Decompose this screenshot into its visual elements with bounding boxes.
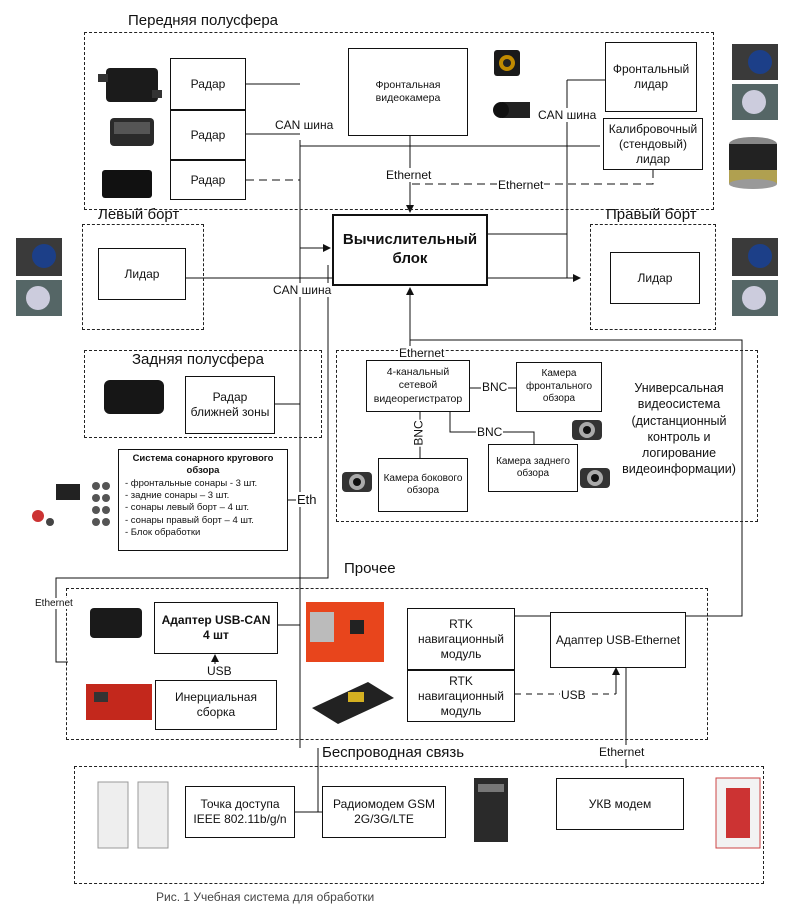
bnc-label: BNC [476,425,504,439]
sonar-item: - Блок обработки [125,527,201,539]
bnc-label: BNC [481,380,509,394]
left-side-frame [82,224,204,330]
video-system-label: Универсальная видеосистема (дистанционны… [622,381,736,477]
wireless-frame [74,766,764,884]
rtk-board-image [312,682,394,724]
camera-device-image [580,468,610,488]
lidar-device-image [732,44,778,120]
front-hemisphere-frame [84,32,714,210]
gsm-modem-image [474,778,508,842]
ethernet-label: Ethernet [34,598,74,609]
rtk-board-image [306,602,384,662]
near-radar-block: Радар ближней зоны [185,376,275,434]
imu-block: Инерциальная сборка [155,680,277,730]
left-lidar-block: Лидар [98,248,186,300]
calibration-lidar-block: Калибровочный (стендовый) лидар [603,118,703,170]
section-title-front: Передняя полусфера [128,12,279,29]
wifi-access-point-block: Точка доступа IEEE 802.11b/g/n [185,786,295,838]
camera-rear-view-block: Камера заднего обзора [488,444,578,492]
usb-can-device-image [90,608,142,638]
usb-can-adapter-block: Адаптер USB-CAN 4 шт [154,602,278,654]
radar-device-image [110,118,154,146]
right-lidar-block: Лидар [610,252,700,304]
camera-device-image [493,102,530,118]
video-recorder-block: 4-канальный сетевой видеорегистратор [366,360,470,412]
lidar-device-image [16,238,62,316]
usb-label: USB [560,688,587,702]
can-bus-label: CAN шина [272,283,333,297]
radar-device-image [102,170,152,198]
compute-unit-block: Вычислительный блок [332,214,488,286]
ethernet-label: Ethernet [598,745,646,759]
section-title-right: Правый борт [606,206,697,223]
gsm-modem-block: Радиомодем GSM 2G/3G/LTE [322,786,446,838]
eth-label: Eth [296,492,318,507]
ethernet-label: Ethernet [385,168,433,182]
camera-device-image [494,50,520,76]
bnc-label: BNC [411,419,426,447]
usb-label: USB [206,664,233,678]
radar-block: Радар [170,160,246,200]
camera-front-view-block: Камера фронтального обзора [516,362,602,412]
imu-board-image [86,684,152,720]
sonar-item: - задние сонары – 3 шт. [125,490,230,502]
video-system-frame [336,350,758,522]
camera-device-image [572,420,602,440]
camera-device-image [342,472,372,492]
rtk-module-block: RTK навигационный модуль [407,608,515,670]
wifi-ap-image [97,781,169,849]
sonar-item: - сонары левый борт – 4 шт. [125,502,250,514]
figure-caption: Рис. 1 Учебная система для обработки [156,890,375,904]
sonar-item: - фронтальные сонары - 3 шт. [125,477,258,489]
can-bus-label: CAN шина [537,108,598,122]
ethernet-label: Ethernet [398,346,446,360]
vhf-modem-image [715,777,761,849]
usb-ethernet-adapter-block: Адаптер USB-Ethernet [550,612,686,668]
section-title-other: Прочее [344,560,396,577]
front-lidar-block: Фронтальный лидар [605,42,697,112]
radar-device-image [98,68,162,102]
ethernet-label: Ethernet [497,178,545,192]
section-title-wireless: Беспроводная связь [322,744,465,761]
near-radar-device-image [104,380,164,414]
rear-hemisphere-frame [84,350,322,438]
section-title-left: Левый борт [98,206,180,223]
sonar-item: - сонары правый борт – 4 шт. [125,514,254,526]
camera-side-view-block: Камера бокового обзора [378,458,468,512]
sonar-kit-image [32,482,110,526]
rtk-module-block: RTK навигационный модуль [407,670,515,722]
other-frame [66,588,708,740]
front-camera-block: Фронтальная видеокамера [348,48,468,136]
can-bus-label: CAN шина [274,118,335,132]
vhf-modem-block: УКВ модем [556,778,684,830]
radar-block: Радар [170,58,246,110]
section-title-rear: Задняя полусфера [132,351,264,368]
lidar-device-image [732,238,778,316]
right-side-frame [590,224,716,330]
sonar-system-title: Система сонарного кругового обзора [132,453,274,477]
lidar-device-image [729,137,777,189]
radar-block: Радар [170,110,246,160]
sonar-system-block: Система сонарного кругового обзора - фро… [118,449,288,551]
